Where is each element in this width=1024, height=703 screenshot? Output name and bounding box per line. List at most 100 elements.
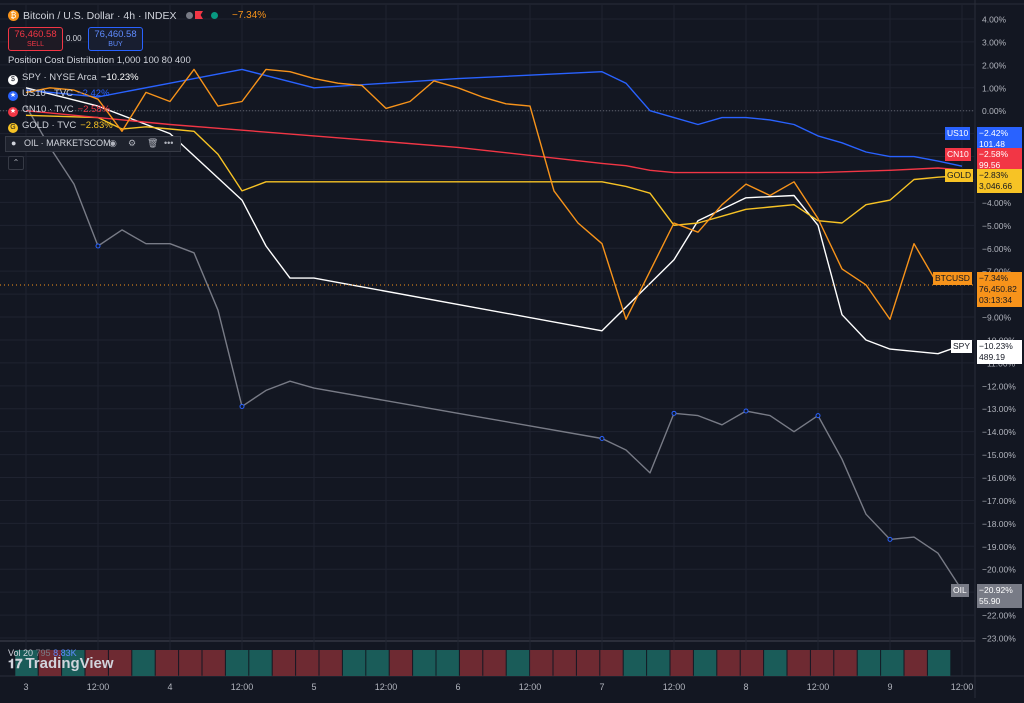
- legend-item-oil[interactable]: ● OIL · MARKETSCOM ◉ ⚙ 🗑 •••: [5, 136, 181, 152]
- volume-bar: [436, 650, 459, 676]
- y-tick-label: −7.00%: [982, 267, 1012, 277]
- legend-item-cn10[interactable]: ★ CN10 · TVC −2.58%: [8, 104, 111, 117]
- series-line-spy: [25, 87, 963, 355]
- series-tag-value-gold: −2.83%: [977, 169, 1022, 182]
- sell-button[interactable]: 76,460.58 SELL: [8, 27, 63, 51]
- tradingview-logo[interactable]: 𝟏𝟕 TradingView: [8, 655, 114, 672]
- x-tick-label: 12:00: [951, 682, 974, 692]
- y-tick-label: 4.00%: [982, 15, 1007, 25]
- delete-icon[interactable]: 🗑: [147, 138, 159, 148]
- series-line-oil: [25, 105, 963, 591]
- volume-bar: [506, 650, 530, 676]
- series-tag-price-btcusd: 76,450.82: [977, 283, 1022, 296]
- volume-bar: [319, 650, 342, 676]
- volume-bar: [202, 650, 225, 676]
- y-tick-label: −13.00%: [982, 404, 1016, 414]
- x-tick-label: 7: [599, 682, 604, 692]
- volume-pane: [15, 650, 951, 676]
- position-cost-indicator[interactable]: Position Cost Distribution 1,000 100 80 …: [8, 55, 191, 66]
- spread-value: 0.00: [66, 34, 82, 43]
- more-icon[interactable]: •••: [164, 138, 174, 148]
- y-tick-label: −5.00%: [982, 221, 1012, 231]
- volume-bar: [810, 650, 834, 676]
- series-tag-value-cn10: −2.58%: [977, 148, 1022, 161]
- legend-item-spy[interactable]: $ SPY · NYSE Arca −10.23%: [8, 72, 139, 85]
- series-tag-value-spy: −10.23%: [977, 340, 1022, 353]
- volume-bar: [787, 650, 810, 676]
- buy-button[interactable]: 76,460.58 BUY: [88, 27, 143, 51]
- y-tick-label: −15.00%: [982, 450, 1016, 460]
- symbol-header[interactable]: ₿ Bitcoin / U.S. Dollar · 4h · INDEX −7.…: [0, 0, 975, 22]
- x-tick-label: 12:00: [807, 682, 830, 692]
- spy-icon: $: [8, 75, 18, 85]
- y-tick-label: −18.00%: [982, 519, 1016, 529]
- legend-item-us10[interactable]: ★ US10 · TVC −2.42%: [8, 88, 110, 101]
- volume-bar: [132, 650, 155, 676]
- x-tick-label: 12:00: [663, 682, 686, 692]
- volume-bar: [764, 650, 787, 676]
- symbol-change: −7.34%: [232, 10, 267, 21]
- symbol-title[interactable]: Bitcoin / U.S. Dollar · 4h · INDEX: [23, 10, 177, 22]
- y-tick-label: −19.00%: [982, 542, 1016, 552]
- series-tag-countdown-btcusd: 03:13:34: [977, 294, 1022, 307]
- series-tag-price-oil: 55.90: [977, 595, 1022, 608]
- y-tick-label: −4.00%: [982, 198, 1012, 208]
- volume-bar: [834, 650, 857, 676]
- y-tick-label: −12.00%: [982, 381, 1016, 391]
- flag-icon[interactable]: [195, 11, 203, 19]
- settings-icon[interactable]: ⚙: [128, 138, 137, 148]
- volume-bar: [530, 650, 553, 676]
- market-status-dot: [186, 12, 193, 19]
- volume-bar: [108, 650, 132, 676]
- volume-bar: [553, 650, 576, 676]
- y-axis: 4.00%3.00%2.00%1.00%0.00%−1.00%−2.00%−3.…: [982, 15, 1016, 644]
- oil-marker: [95, 243, 101, 249]
- volume-bar: [389, 650, 413, 676]
- y-tick-label: −17.00%: [982, 496, 1016, 506]
- us-flag-icon: ★: [8, 91, 18, 101]
- volume-bar: [740, 650, 764, 676]
- volume-bar: [155, 650, 179, 676]
- volume-bar: [483, 650, 506, 676]
- x-tick-label: 12:00: [87, 682, 110, 692]
- series-tag-gold: GOLD: [945, 169, 974, 182]
- x-tick-label: 8: [743, 682, 748, 692]
- chevron-up-icon: ⌃: [12, 158, 20, 167]
- volume-bar: [647, 650, 670, 676]
- y-tick-label: −14.00%: [982, 427, 1016, 437]
- volume-bar: [857, 650, 881, 676]
- series-tag-cn10: CN10: [945, 148, 971, 161]
- volume-bar: [15, 650, 38, 676]
- collapse-legend-button[interactable]: ⌃: [8, 156, 24, 170]
- y-tick-label: −16.00%: [982, 473, 1016, 483]
- tradingview-icon: 𝟏𝟕: [8, 656, 23, 671]
- series-tag-price-cn10: 99.56: [977, 159, 1022, 172]
- series-lines: [0, 68, 975, 591]
- volume-bar: [62, 650, 85, 676]
- x-tick-label: 12:00: [519, 682, 542, 692]
- gold-icon: G: [8, 123, 18, 133]
- oil-marker: [239, 403, 245, 409]
- series-tag-value-oil: −20.92%: [977, 584, 1022, 597]
- eye-icon[interactable]: ◉: [109, 138, 117, 148]
- series-tag-oil: OIL: [951, 584, 969, 597]
- x-tick-label: 6: [455, 682, 460, 692]
- x-tick-label: 4: [167, 682, 172, 692]
- oil-marker: [815, 413, 821, 419]
- series-line-cn10: [25, 110, 963, 174]
- volume-bar: [693, 650, 717, 676]
- x-tick-label: 5: [311, 682, 316, 692]
- x-tick-label: 12:00: [231, 682, 254, 692]
- volume-legend[interactable]: Vol 20 795 8.83K: [8, 648, 77, 658]
- series-tag-value-us10: −2.42%: [977, 127, 1022, 140]
- x-tick-label: 3: [23, 682, 28, 692]
- series-line-btcusd: [25, 68, 939, 320]
- series-tag-price-us10: 101.48: [977, 138, 1022, 151]
- legend-item-gold[interactable]: G GOLD · TVC −2.83%: [8, 120, 113, 133]
- series-line-gold: [25, 114, 963, 227]
- volume-bar: [272, 650, 296, 676]
- x-axis: 3 12:00 4 12:00 5 12:00 6 12:00 7 12:00 8 12:00 9 12:…: [23, 682, 973, 692]
- y-tick-label: 0.00%: [982, 106, 1007, 116]
